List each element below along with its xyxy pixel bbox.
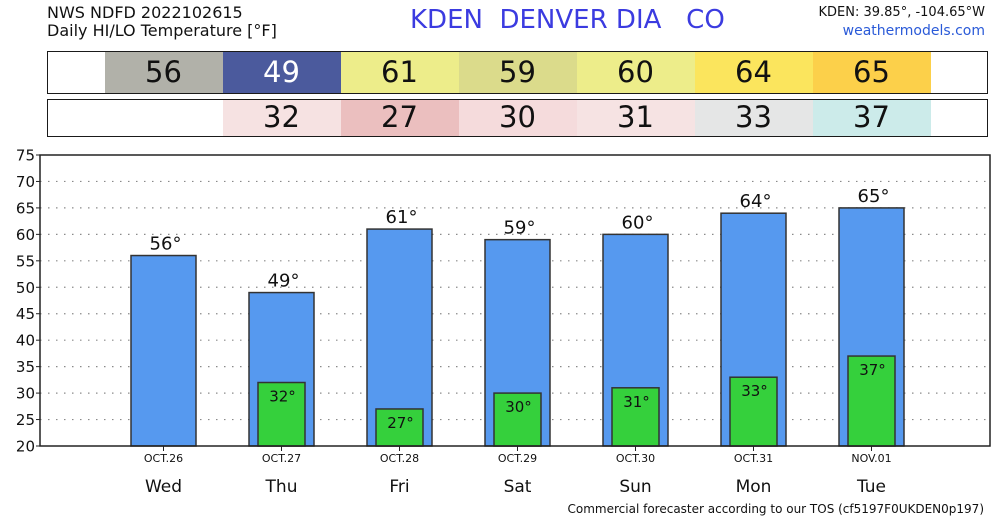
low-label: 33° — [741, 382, 768, 400]
y-tick-label: 75 — [16, 147, 35, 165]
day-label: Sun — [619, 477, 651, 497]
low-label: 31° — [623, 393, 650, 411]
high-box-tue: 65 — [812, 52, 931, 93]
day-label: Mon — [736, 477, 772, 497]
low-box-tue: 37 — [812, 100, 931, 136]
y-tick-label: 20 — [16, 438, 35, 456]
low-bar — [257, 381, 306, 447]
date-label: OCT.29 — [498, 452, 537, 465]
y-tick-label: 65 — [16, 199, 35, 217]
high-box-fri: 61 — [340, 52, 459, 93]
date-label: OCT.30 — [616, 452, 655, 465]
y-tick-label: 30 — [16, 385, 35, 403]
low-label: 32° — [269, 388, 296, 406]
y-tick-label: 40 — [16, 332, 35, 350]
day-label: Thu — [265, 477, 298, 497]
date-label: OCT.28 — [380, 452, 419, 465]
y-tick-label: 35 — [16, 358, 35, 376]
high-bar — [130, 254, 197, 447]
low-label: 27° — [387, 414, 414, 432]
low-label: 37° — [859, 361, 886, 379]
low-bar — [847, 355, 896, 447]
high-label: 49° — [268, 271, 300, 292]
low-bar — [375, 408, 424, 447]
date-label: OCT.27 — [262, 452, 301, 465]
y-tick-label: 25 — [16, 411, 35, 429]
high-label: 56° — [150, 234, 182, 255]
high-temperature-row: 56 49 61 59 60 64 65 — [47, 51, 988, 94]
y-tick-label: 45 — [16, 305, 35, 323]
high-label: 60° — [622, 212, 654, 233]
high-label: 65° — [858, 186, 890, 207]
day-label: Tue — [856, 477, 886, 497]
site-name: weathermodels.com — [842, 23, 985, 39]
product-name: Daily HI/LO Temperature [°F] — [47, 21, 277, 40]
station-title: KDEN DENVER DIA CO — [410, 5, 725, 35]
low-box-fri: 27 — [340, 100, 459, 136]
date-label: NOV.01 — [851, 452, 891, 465]
day-label: Wed — [145, 477, 182, 497]
date-label: OCT.26 — [144, 452, 183, 465]
day-label: Fri — [389, 477, 409, 497]
plot-frame — [39, 154, 991, 447]
low-label: 30° — [505, 398, 532, 416]
product-source: NWS NDFD 2022102615 — [47, 3, 243, 22]
date-label: OCT.31 — [734, 452, 773, 465]
low-box-mon: 33 — [694, 100, 813, 136]
low-temperature-row: 32 27 30 31 33 37 — [47, 99, 988, 137]
low-box-sat: 30 — [458, 100, 577, 136]
high-box-thu: 49 — [222, 52, 341, 93]
high-box-sat: 59 — [458, 52, 577, 93]
day-label: Sat — [504, 477, 532, 497]
high-box-wed: 56 — [104, 52, 223, 93]
low-box-wed — [104, 100, 223, 136]
footer-note: Commercial forecaster according to our T… — [567, 502, 984, 516]
high-box-mon: 64 — [694, 52, 813, 93]
high-label: 59° — [504, 218, 536, 239]
low-bar — [611, 387, 660, 447]
y-tick-label: 55 — [16, 252, 35, 270]
low-box-sun: 31 — [576, 100, 695, 136]
y-tick-label: 50 — [16, 279, 35, 297]
station-coords: KDEN: 39.85°, -104.65°W — [818, 5, 986, 20]
low-box-thu: 32 — [222, 100, 341, 136]
y-tick-label: 70 — [16, 173, 35, 191]
high-box-sun: 60 — [576, 52, 695, 93]
low-bar — [729, 376, 778, 447]
y-tick-label: 60 — [16, 226, 35, 244]
high-label: 64° — [740, 191, 772, 212]
high-label: 61° — [386, 207, 418, 228]
